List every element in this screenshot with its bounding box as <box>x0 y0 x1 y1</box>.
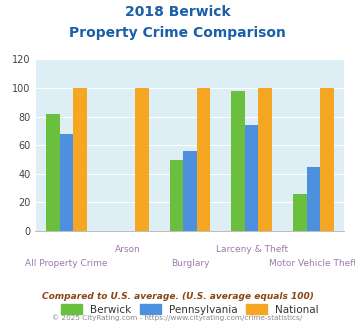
Text: © 2025 CityRating.com - https://www.cityrating.com/crime-statistics/: © 2025 CityRating.com - https://www.city… <box>53 314 302 321</box>
Bar <box>245 125 258 231</box>
Bar <box>60 134 73 231</box>
Bar <box>231 91 245 231</box>
Text: All Property Crime: All Property Crime <box>25 259 108 268</box>
Text: Larceny & Theft: Larceny & Theft <box>215 245 288 254</box>
Bar <box>170 159 183 231</box>
Bar <box>293 194 307 231</box>
Bar <box>46 114 60 231</box>
Bar <box>307 167 320 231</box>
Text: Property Crime Comparison: Property Crime Comparison <box>69 26 286 40</box>
Bar <box>183 151 197 231</box>
Text: Compared to U.S. average. (U.S. average equals 100): Compared to U.S. average. (U.S. average … <box>42 292 313 301</box>
Bar <box>197 88 210 231</box>
Text: 2018 Berwick: 2018 Berwick <box>125 5 230 19</box>
Bar <box>320 88 334 231</box>
Text: Arson: Arson <box>115 245 141 254</box>
Text: Motor Vehicle Theft: Motor Vehicle Theft <box>269 259 355 268</box>
Legend: Berwick, Pennsylvania, National: Berwick, Pennsylvania, National <box>61 305 319 315</box>
Bar <box>73 88 87 231</box>
Bar <box>135 88 148 231</box>
Bar <box>258 88 272 231</box>
Text: Burglary: Burglary <box>171 259 209 268</box>
